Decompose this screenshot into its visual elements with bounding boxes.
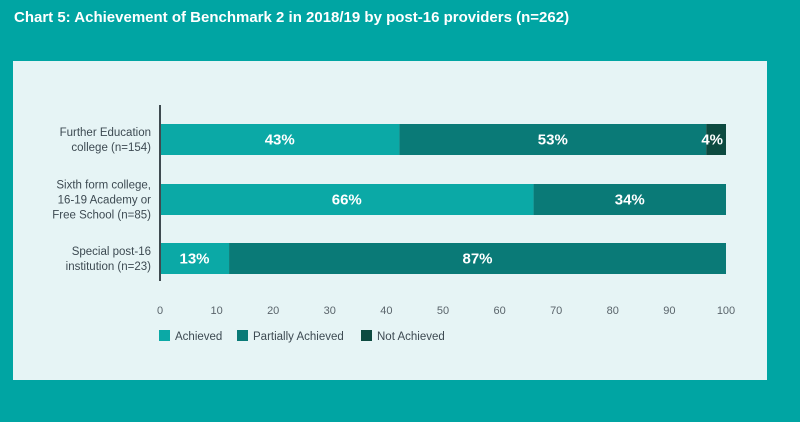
x-tick-label: 100 <box>717 305 735 317</box>
legend-swatch-not-achieved <box>361 330 372 341</box>
stacked-bar-chart: 43% 53% 4% Further Education college (n=154)… <box>52 105 735 343</box>
legend-label-achieved: Achieved <box>175 331 222 343</box>
category-label: Sixth form college, <box>56 180 151 192</box>
x-tick-label: 10 <box>210 305 222 317</box>
bar-segment-partially-achieved <box>533 184 726 215</box>
legend-swatch-achieved <box>159 330 170 341</box>
x-tick-label: 40 <box>380 305 392 317</box>
bar-value-label: 87% <box>463 251 493 268</box>
category-label: Free School (n=85) <box>52 210 151 222</box>
x-tick-label: 50 <box>437 305 449 317</box>
bar-segment-achieved <box>160 184 534 215</box>
category-label: institution (n=23) <box>66 261 152 273</box>
chart-title: Chart 5: Achievement of Benchmark 2 in 2… <box>14 9 570 26</box>
bar-value-label: 43% <box>265 132 295 149</box>
x-tick-label: 60 <box>493 305 505 317</box>
legend-label-not-achieved: Not Achieved <box>377 331 445 343</box>
bar-segment-partially-achieved <box>229 243 726 274</box>
bar-value-label: 66% <box>332 192 362 209</box>
x-tick-label: 70 <box>550 305 562 317</box>
bar-value-label: 13% <box>180 251 210 268</box>
category-label: Special post-16 <box>72 246 151 258</box>
bar-segment-achieved <box>160 124 400 155</box>
x-tick-label: 80 <box>607 305 619 317</box>
category-label: college (n=154) <box>71 142 151 154</box>
bar-segment-partially-achieved <box>399 124 707 155</box>
bar-segment-not-achieved <box>706 124 726 155</box>
chart-panel: 43% 53% 4% Further Education college (n=154)… <box>13 61 767 380</box>
bar-value-label: 4% <box>701 132 723 149</box>
category-label: 16-19 Academy or <box>58 195 152 207</box>
x-tick-label: 20 <box>267 305 279 317</box>
bar-value-label: 53% <box>538 132 568 149</box>
x-tick-label: 90 <box>663 305 675 317</box>
bar-value-label: 34% <box>615 192 645 209</box>
legend-swatch-partially-achieved <box>237 330 248 341</box>
legend-label-partially-achieved: Partially Achieved <box>253 331 344 343</box>
category-label: Further Education <box>60 127 151 139</box>
x-tick-label: 0 <box>157 305 163 317</box>
bar-segment-achieved <box>160 243 230 274</box>
x-tick-label: 30 <box>324 305 336 317</box>
